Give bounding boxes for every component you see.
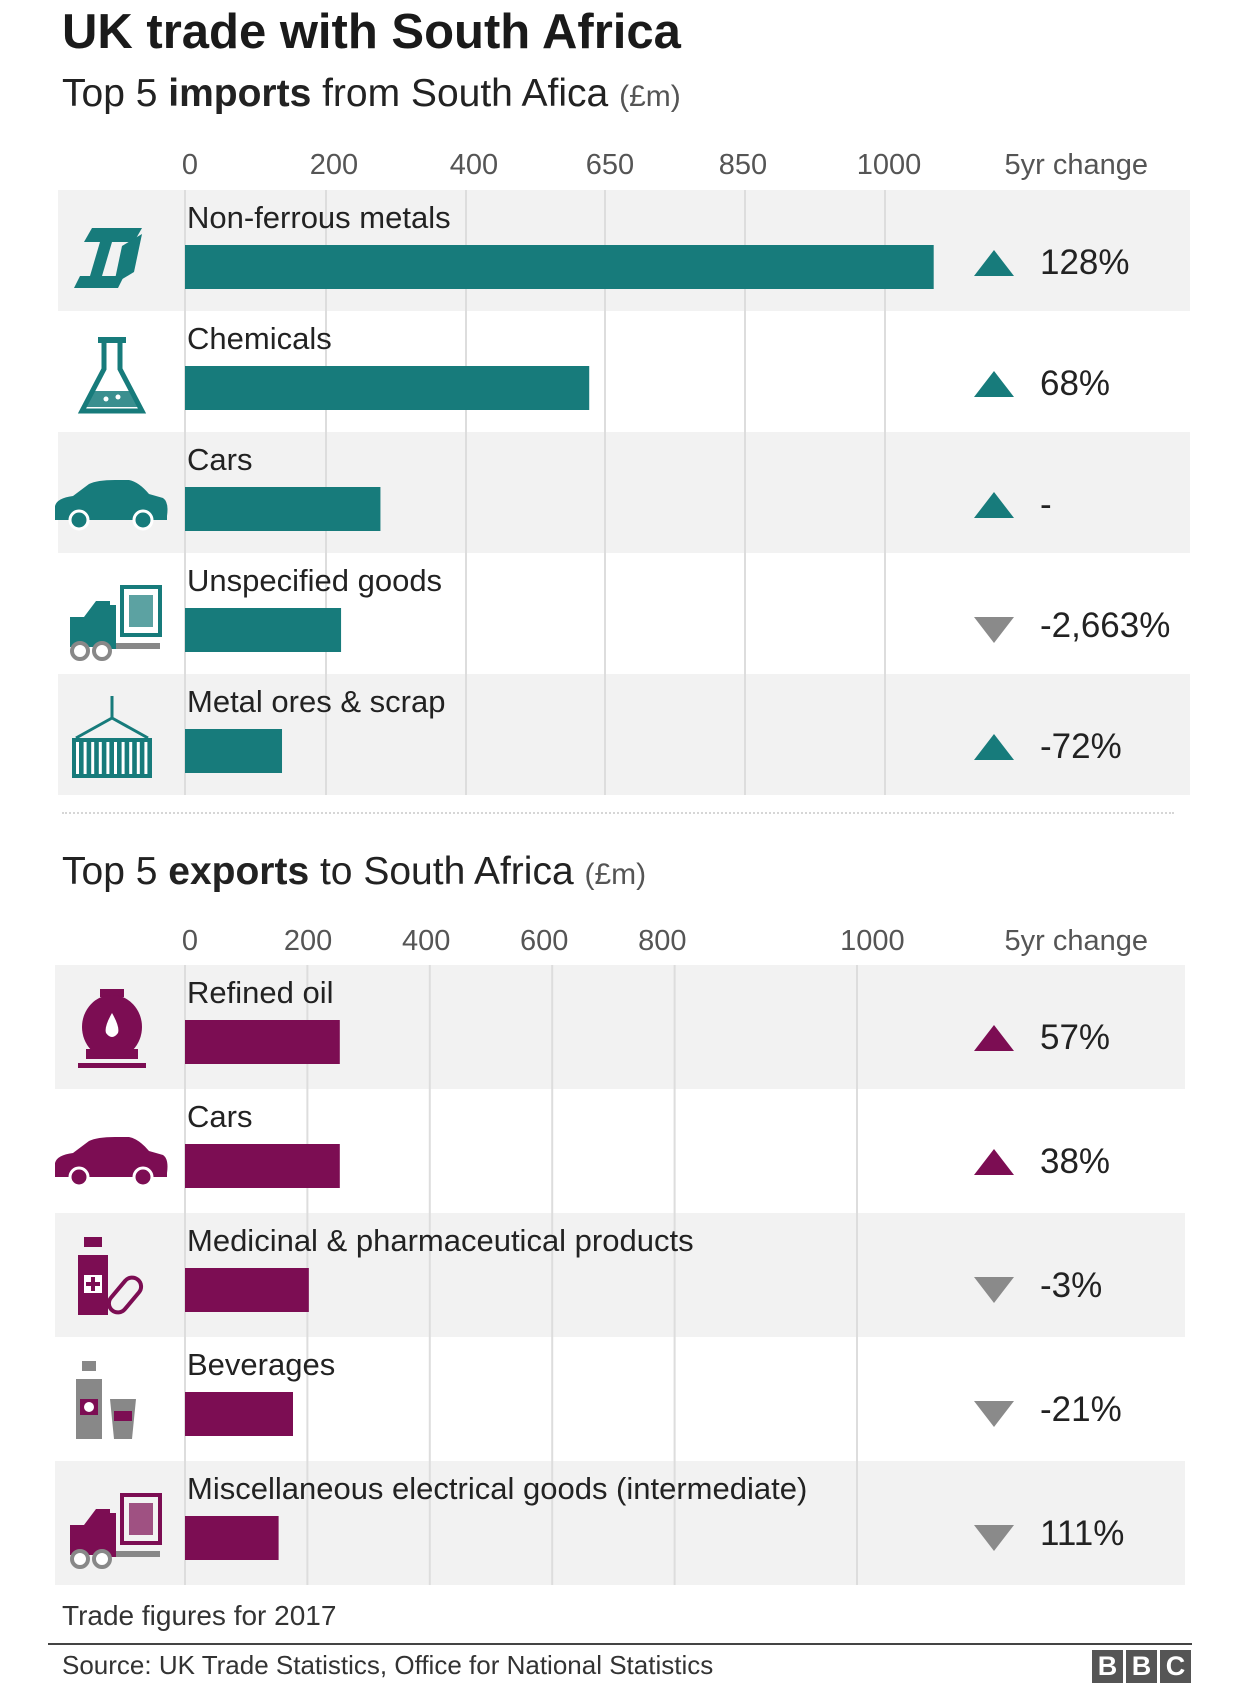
category-label: Refined oil xyxy=(187,975,333,1010)
section-divider xyxy=(62,812,1174,814)
category-label: Metal ores & scrap xyxy=(187,684,445,719)
forklift-icon xyxy=(70,585,162,661)
change-label: 128% xyxy=(1040,243,1130,282)
imports-title-bold: imports xyxy=(168,72,312,115)
bar xyxy=(185,608,342,652)
forklift-icon xyxy=(70,1493,162,1569)
bar xyxy=(185,366,590,410)
imports-chart: 0 200 400 650 850 1000 5yr change Non-ferrous m… xyxy=(55,149,1190,795)
x-tick-label: 1000 xyxy=(857,149,922,181)
car-icon xyxy=(55,480,168,531)
x-tick-label: 0 xyxy=(182,149,198,181)
bar xyxy=(185,245,934,289)
logo-letter: C xyxy=(1160,1650,1191,1683)
logo-letter: B xyxy=(1092,1650,1123,1683)
exports-title-post: to South Africa xyxy=(309,850,574,893)
x-tick-label: 800 xyxy=(638,925,686,957)
exports-title-pre: Top 5 xyxy=(62,850,169,893)
arrow-up-icon xyxy=(974,734,1014,760)
change-label: -2,663% xyxy=(1040,606,1170,645)
x-tick-label: 1000 xyxy=(840,925,905,957)
exports-unit: (£m) xyxy=(584,858,647,891)
imports-unit: (£m) xyxy=(619,80,681,113)
change-label: -72% xyxy=(1040,727,1122,766)
container-icon xyxy=(72,696,152,778)
arrow-down-icon xyxy=(974,1401,1014,1427)
car-icon xyxy=(55,1137,168,1188)
arrow-down-icon xyxy=(974,617,1014,643)
category-label: Cars xyxy=(187,1099,252,1134)
arrow-down-icon xyxy=(974,1525,1014,1551)
exports-chart: 0 200 400 600 800 1000 5yr change Refined oil 57… xyxy=(55,925,1185,1585)
footnote: Trade figures for 2017 xyxy=(62,1600,337,1631)
bar xyxy=(185,729,283,773)
category-label: Cars xyxy=(187,442,252,477)
flask-icon xyxy=(77,337,147,414)
x-tick-label: 200 xyxy=(310,149,358,181)
change-header: 5yr change xyxy=(1005,149,1149,181)
change-label: -21% xyxy=(1040,1390,1122,1429)
source-divider xyxy=(48,1643,1192,1645)
beverages-icon xyxy=(76,1361,136,1439)
bbc-logo: B B C xyxy=(1092,1650,1191,1683)
change-label: 57% xyxy=(1040,1018,1110,1057)
change-label: - xyxy=(1040,485,1052,524)
change-label: 111% xyxy=(1040,1514,1124,1553)
exports-title-bold: exports xyxy=(168,850,310,893)
x-tick-label: 0 xyxy=(182,925,198,957)
category-label: Medicinal & pharmaceutical products xyxy=(187,1223,694,1258)
arrow-up-icon xyxy=(974,1149,1014,1175)
category-label: Chemicals xyxy=(187,321,332,356)
arrow-down-icon xyxy=(974,1277,1014,1303)
steel-beam-icon xyxy=(74,228,142,288)
medicine-icon xyxy=(78,1237,144,1315)
x-tick-label: 600 xyxy=(520,925,568,957)
category-label: Miscellaneous electrical goods (intermed… xyxy=(187,1471,807,1506)
oil-tank-icon xyxy=(78,989,146,1068)
change-label: -3% xyxy=(1040,1266,1102,1305)
logo-letter: B xyxy=(1126,1650,1157,1683)
bar xyxy=(185,1516,279,1560)
category-label: Beverages xyxy=(187,1347,335,1382)
bar xyxy=(185,1392,293,1436)
arrow-up-icon xyxy=(974,250,1014,276)
arrow-up-icon xyxy=(974,1025,1014,1051)
arrow-up-icon xyxy=(974,371,1014,397)
bar xyxy=(185,1020,340,1064)
imports-title: Top 5 imports from South Afica (£m) xyxy=(62,72,681,116)
change-label: 68% xyxy=(1040,364,1110,403)
change-label: 38% xyxy=(1040,1142,1110,1181)
category-label: Unspecified goods xyxy=(187,563,442,598)
x-tick-label: 650 xyxy=(586,149,634,181)
bar xyxy=(185,1268,309,1312)
exports-title: Top 5 exports to South Africa (£m) xyxy=(62,850,646,894)
imports-title-pre: Top 5 xyxy=(62,72,169,115)
change-header: 5yr change xyxy=(1005,925,1149,957)
x-tick-label: 200 xyxy=(284,925,332,957)
x-tick-label: 850 xyxy=(719,149,767,181)
page-title: UK trade with South Africa xyxy=(62,5,681,59)
x-tick-label: 400 xyxy=(402,925,450,957)
arrow-up-icon xyxy=(974,492,1014,518)
x-tick-label: 400 xyxy=(450,149,498,181)
imports-title-post: from South Afica xyxy=(311,72,609,115)
source-text: Source: UK Trade Statistics, Office for … xyxy=(62,1650,714,1680)
category-label: Non-ferrous metals xyxy=(187,200,451,235)
bar xyxy=(185,487,381,531)
bar xyxy=(185,1144,340,1188)
